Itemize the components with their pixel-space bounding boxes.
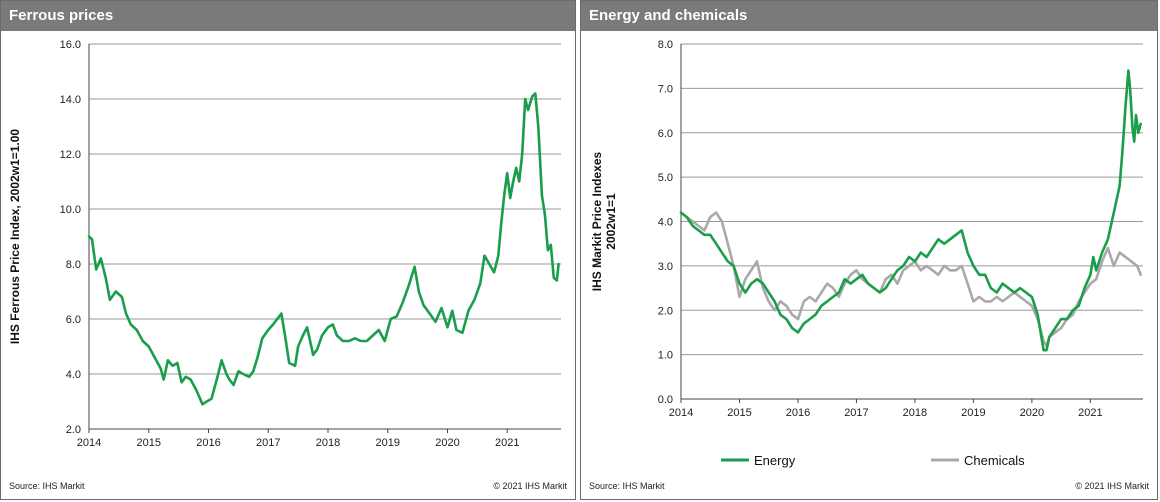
series-line-ferrous	[87, 92, 560, 406]
y-tick-label: 12.0	[60, 149, 81, 161]
legend-label-energy: Energy	[754, 453, 796, 468]
y-tick-label: 8.0	[66, 259, 81, 271]
x-tick-label: 2021	[495, 437, 519, 449]
y-tick-label: 7.0	[658, 83, 673, 95]
copyright-note: © 2021 IHS Markit	[1075, 481, 1149, 491]
x-tick-label: 2018	[316, 437, 340, 449]
y-tick-label: 8.0	[658, 39, 673, 51]
x-tick-label: 2017	[256, 437, 280, 449]
y-tick-label: 3.0	[658, 261, 673, 273]
series-line-chemicals	[679, 211, 1143, 348]
y-tick-label: 4.0	[66, 369, 81, 381]
ferrous-panel: Ferrous prices 2.0 4.0 6.0 8.0 10.0 12.0 14.0 1…	[0, 0, 576, 500]
ferrous-chart: 2.0 4.0 6.0 8.0 10.0 12.0 14.0 16.0 2014 2015 2016…	[8, 39, 561, 449]
y-tick-label: 10.0	[60, 204, 81, 216]
series-line-energy	[679, 69, 1143, 352]
y-tick-label: 6.0	[66, 314, 81, 326]
y-axis-title: 2002w1=1	[604, 193, 618, 250]
x-tick-label: 2019	[961, 407, 985, 419]
x-tick-label: 2021	[1078, 407, 1102, 419]
x-tick-label: 2016	[196, 437, 220, 449]
x-tick-label: 2020	[435, 437, 459, 449]
x-tick-label: 2015	[137, 437, 161, 449]
y-tick-label: 16.0	[60, 39, 81, 51]
y-tick-label: 4.0	[658, 217, 673, 229]
y-tick-label: 6.0	[658, 128, 673, 140]
y-tick-label: 2.0	[66, 424, 81, 436]
x-tick-label: 2019	[375, 437, 399, 449]
y-axis-title: IHS Markit Price Indexes	[590, 151, 604, 291]
y-tick-label: 14.0	[60, 94, 81, 106]
y-axis-title: IHS Ferrous Price Index, 2002w1=1.00	[8, 129, 22, 344]
panel-title: Ferrous prices	[1, 1, 575, 31]
y-tick-label: 0.0	[658, 394, 673, 406]
x-tick-label: 2015	[727, 407, 751, 419]
source-note: Source: IHS Markit	[589, 481, 665, 491]
y-tick-label: 2.0	[658, 305, 673, 317]
energy-chemicals-chart: 0.0 1.0 2.0 3.0 4.0 5.0 6.0 7.0 8.0 2014 2015 2016 2…	[590, 39, 1143, 468]
x-tick-label: 2017	[844, 407, 868, 419]
x-tick-label: 2014	[77, 437, 101, 449]
legend-label-chemicals: Chemicals	[964, 453, 1025, 468]
copyright-note: © 2021 IHS Markit	[493, 481, 567, 491]
y-tick-label: 1.0	[658, 350, 673, 362]
source-note: Source: IHS Markit	[9, 481, 85, 491]
energy-chemicals-panel: Energy and chemicals 0.0 1.0 2.0 3.0 4.0 5.0 6…	[580, 0, 1158, 500]
y-tick-label: 5.0	[658, 172, 673, 184]
x-tick-label: 2018	[903, 407, 927, 419]
x-tick-label: 2020	[1020, 407, 1044, 419]
x-tick-label: 2014	[669, 407, 693, 419]
panel-title: Energy and chemicals	[581, 1, 1157, 31]
x-tick-label: 2016	[786, 407, 810, 419]
